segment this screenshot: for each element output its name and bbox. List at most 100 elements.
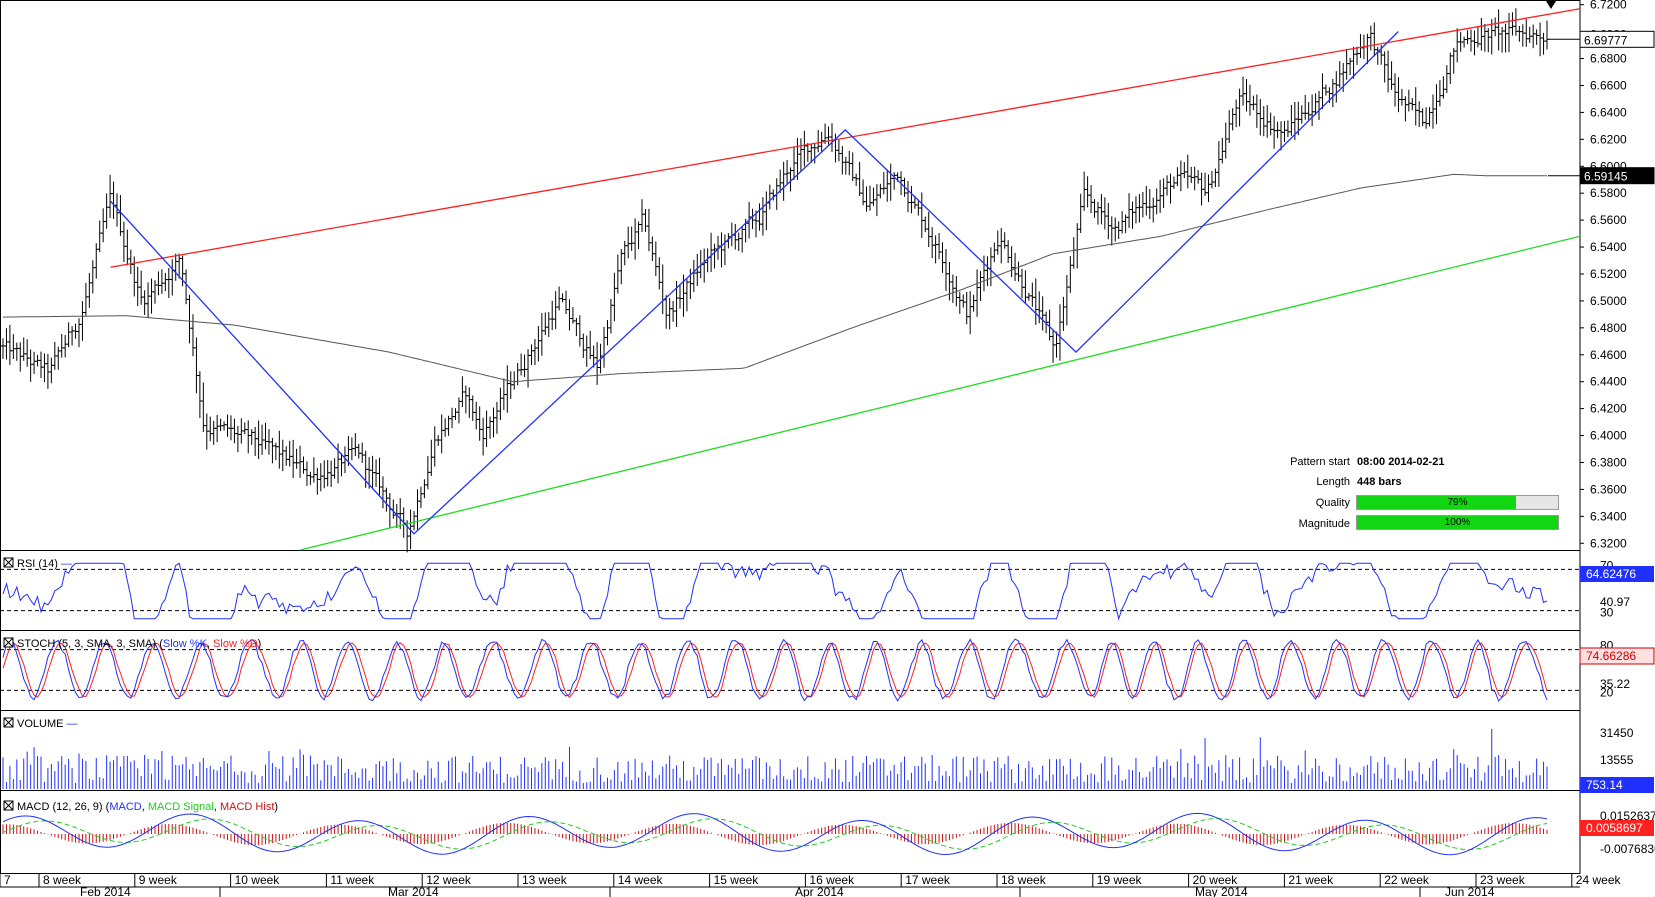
ohlc-bar — [97, 220, 102, 253]
ohlc-bar — [1241, 76, 1246, 106]
ohlc-bar — [736, 232, 741, 252]
ohlc-bar — [56, 346, 61, 370]
ohlc-bar — [377, 457, 382, 496]
macd-label-part: MACD Hist — [220, 801, 274, 813]
price-tick-label: 6.5600 — [1590, 213, 1627, 227]
stoch-label-part: , — [207, 638, 213, 650]
ohlc-bar — [671, 301, 676, 322]
ohlc-bar — [764, 191, 769, 231]
ohlc-bar — [805, 143, 810, 162]
ohlc-bar — [1282, 120, 1287, 143]
ohlc-bar — [418, 486, 423, 509]
ohlc-bar — [1507, 13, 1512, 53]
macd-label-part: MACD — [109, 801, 141, 813]
ohlc-bar — [35, 354, 40, 367]
ohlc-bar — [1475, 26, 1480, 48]
ohlc-bar — [522, 354, 527, 378]
ohlc-bar — [1534, 29, 1539, 45]
ohlc-bar — [1078, 193, 1083, 234]
ohlc-bar — [249, 429, 254, 445]
ohlc-bar — [218, 418, 223, 432]
ohlc-bar — [1482, 23, 1487, 52]
ohlc-bar — [104, 193, 109, 229]
ohlc-bar — [888, 163, 893, 201]
ohlc-bar — [1289, 104, 1294, 136]
macd-label-part: MACD (12, 26, 9) ( — [17, 801, 110, 813]
ohlc-bar — [1216, 141, 1221, 187]
stoch-k-line — [2, 638, 1548, 702]
ohlc-bar — [63, 335, 68, 358]
lower-channel-line — [300, 235, 1581, 551]
ohlc-bar — [564, 290, 569, 315]
ohlc-bar — [139, 270, 144, 305]
ohlc-bar — [76, 318, 81, 348]
ohlc-bar — [42, 353, 47, 383]
month-label: Apr 2014 — [795, 885, 844, 897]
ohlc-bar — [356, 443, 361, 459]
stoch-mid-label: 35.22 — [1600, 677, 1630, 691]
ohlc-bar — [83, 282, 88, 316]
ohlc-bar — [1, 338, 5, 359]
ohlc-bar — [1268, 112, 1273, 136]
ohlc-bar — [432, 426, 437, 467]
ohlc-bar — [242, 422, 247, 435]
ohlc-bar — [201, 382, 206, 432]
ohlc-bar — [1089, 185, 1094, 214]
price-tick-label: 6.5000 — [1590, 294, 1627, 308]
ohlc-bar — [1247, 84, 1252, 116]
ohlc-bar — [456, 397, 461, 424]
macd-tick-hi-label: 0.0152637 — [1600, 809, 1655, 823]
ohlc-bar — [1306, 102, 1311, 120]
ohlc-bar — [239, 418, 244, 444]
ohlc-bar — [1285, 120, 1290, 138]
ohlc-bar — [298, 445, 303, 478]
macd-toggle-x2 — [3, 800, 14, 811]
ohlc-bar — [1151, 197, 1156, 223]
ohlc-bar — [108, 174, 113, 218]
ohlc-bar — [633, 218, 638, 260]
ohlc-bar — [667, 297, 672, 330]
stoch-value-text: 74.66286 — [1586, 649, 1636, 663]
ohlc-bar — [412, 511, 417, 531]
ohlc-bar — [1192, 166, 1197, 191]
ohlc-bar — [453, 408, 458, 420]
ohlc-bar — [684, 279, 689, 312]
ohlc-bar — [470, 395, 475, 421]
ohlc-bar — [263, 422, 268, 450]
ohlc-bar — [353, 433, 358, 456]
current-price-text: 6.69777 — [1584, 33, 1628, 47]
ohlc-bar — [4, 328, 9, 360]
ohlc-bar — [577, 315, 582, 347]
ohlc-bar — [439, 414, 444, 454]
ohlc-bar — [629, 226, 634, 251]
week-label: 20 week — [1193, 873, 1239, 887]
ohlc-bar — [1448, 52, 1453, 85]
ohlc-bar — [66, 322, 71, 348]
ohlc-bar — [1500, 26, 1505, 53]
ohlc-bar — [505, 365, 510, 413]
ohlc-bar — [1019, 268, 1024, 299]
volume-toggle-x2 — [3, 717, 14, 728]
ohlc-bar — [909, 185, 914, 214]
ohlc-bar — [1368, 25, 1373, 51]
ohlc-bar — [311, 457, 316, 483]
ohlc-bar — [1344, 48, 1349, 80]
ohlc-bar — [260, 424, 265, 455]
ohlc-bar — [1410, 97, 1415, 111]
ohlc-bar — [678, 284, 683, 309]
ohlc-bar — [322, 460, 327, 489]
ohlc-bar — [702, 248, 707, 283]
ohlc-bar — [1524, 19, 1529, 47]
ohlc-bar — [166, 267, 171, 298]
ohlc-bar — [1386, 50, 1391, 93]
ohlc-bar — [1303, 94, 1308, 120]
price-tick-label: 6.3200 — [1590, 536, 1627, 550]
ohlc-bar — [964, 292, 969, 325]
ohlc-bar — [950, 274, 955, 304]
macd-label-part: , — [214, 801, 220, 813]
week-label: 15 week — [714, 873, 760, 887]
month-label: Feb 2014 — [80, 885, 131, 897]
ohlc-bar — [1323, 84, 1328, 96]
ohlc-bar — [142, 290, 147, 315]
